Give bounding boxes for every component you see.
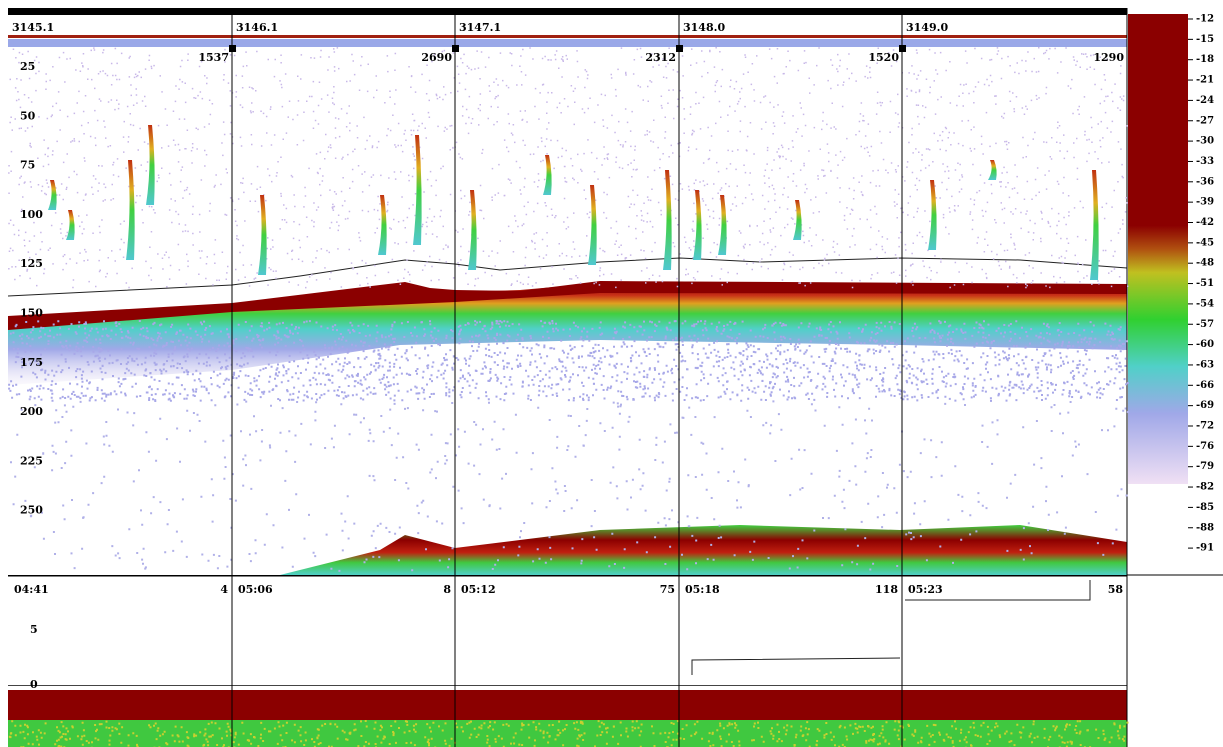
depth-label: 250 bbox=[20, 504, 43, 517]
scale-label: -79 bbox=[1196, 461, 1214, 472]
color-bar bbox=[1128, 14, 1188, 484]
depth-label: 100 bbox=[20, 208, 43, 221]
noise bbox=[8, 47, 1128, 288]
segment-marker bbox=[452, 45, 459, 52]
segment-label: 3148.0 bbox=[683, 21, 725, 34]
depth-label: 150 bbox=[20, 307, 43, 320]
scale-label: -15 bbox=[1196, 34, 1214, 45]
echogram-screen: 3145.1 1537 04:41 4 3146.1 2690 05:06 8 3147.1 23… bbox=[0, 0, 1223, 747]
echogram bbox=[8, 258, 1127, 575]
scale-label: -54 bbox=[1196, 298, 1214, 309]
scale-label: -88 bbox=[1196, 522, 1214, 533]
surface-band bbox=[8, 39, 1127, 47]
scale-label: -45 bbox=[1196, 237, 1214, 248]
segment-count: 2312 bbox=[645, 51, 676, 64]
scale-label: -91 bbox=[1196, 543, 1214, 554]
plume bbox=[258, 195, 267, 275]
scale-label: -21 bbox=[1196, 75, 1214, 86]
segment-label: 3149.0 bbox=[906, 21, 948, 34]
time-count: 8 bbox=[443, 583, 451, 596]
plume bbox=[126, 160, 135, 260]
time-label: 05:12 bbox=[461, 583, 496, 596]
plume bbox=[1090, 170, 1099, 280]
scale-label: -12 bbox=[1196, 14, 1214, 25]
lower-depth-label: 5 bbox=[30, 623, 38, 636]
plume bbox=[146, 125, 155, 205]
scale-label: -57 bbox=[1196, 319, 1214, 330]
deep-layer bbox=[280, 525, 1127, 575]
scale-label: -82 bbox=[1196, 482, 1214, 493]
lower-divider bbox=[8, 685, 1127, 686]
segment-label: 3146.1 bbox=[236, 21, 278, 34]
scale-label: -30 bbox=[1196, 136, 1214, 147]
depth-label: 200 bbox=[20, 405, 43, 418]
scale-label: -63 bbox=[1196, 359, 1214, 370]
time-count: 75 bbox=[660, 583, 675, 596]
segment-marker bbox=[229, 45, 236, 52]
plume bbox=[928, 180, 937, 250]
scale-label: -33 bbox=[1196, 156, 1214, 167]
time-label: 05:23 bbox=[908, 583, 943, 596]
segment-label: 3147.1 bbox=[459, 21, 501, 34]
time-label: 05:18 bbox=[685, 583, 720, 596]
segment-count: 2690 bbox=[421, 51, 452, 64]
scale-label: -85 bbox=[1196, 502, 1214, 513]
scale-label: -76 bbox=[1196, 441, 1214, 452]
plume bbox=[543, 155, 552, 195]
plume bbox=[693, 190, 702, 260]
depth-label: 175 bbox=[20, 356, 43, 369]
lower-depth-label: 0 bbox=[30, 678, 38, 691]
scale-label: -48 bbox=[1196, 258, 1214, 269]
plume bbox=[663, 170, 672, 270]
scale-label: -39 bbox=[1196, 197, 1214, 208]
depth-label: 50 bbox=[20, 109, 36, 122]
scale-label: -66 bbox=[1196, 380, 1214, 391]
plume bbox=[48, 180, 57, 210]
segment-label: 3145.1 bbox=[12, 21, 54, 34]
segment-count: 1537 bbox=[198, 51, 229, 64]
lower-band bbox=[8, 690, 1127, 720]
scale-label: -72 bbox=[1196, 421, 1214, 432]
scale-label: -42 bbox=[1196, 217, 1214, 228]
time-label: 05:06 bbox=[238, 583, 273, 596]
scale-label: -24 bbox=[1196, 95, 1214, 106]
depth-label: 25 bbox=[20, 60, 35, 73]
time-count: 4 bbox=[220, 583, 228, 596]
scale-label: -27 bbox=[1196, 115, 1214, 126]
time-label: 04:41 bbox=[14, 583, 49, 596]
scale-label: -36 bbox=[1196, 176, 1214, 187]
segment-marker bbox=[899, 45, 906, 52]
scale-label: -69 bbox=[1196, 400, 1214, 411]
plume bbox=[793, 200, 802, 240]
depth-label: 125 bbox=[20, 257, 43, 270]
top-bar bbox=[8, 8, 1127, 15]
plume bbox=[988, 160, 997, 180]
panel-divider bbox=[8, 575, 1127, 577]
scale-label: -51 bbox=[1196, 278, 1214, 289]
plume bbox=[413, 135, 422, 245]
depth-label: 225 bbox=[20, 454, 43, 467]
time-count: 118 bbox=[875, 583, 898, 596]
depth-label: 75 bbox=[20, 159, 35, 172]
segment-count: 1290 bbox=[1093, 51, 1124, 64]
segment-count: 1520 bbox=[868, 51, 899, 64]
time-count: 58 bbox=[1108, 583, 1124, 596]
segment-marker bbox=[676, 45, 683, 52]
scale-label: -18 bbox=[1196, 54, 1214, 65]
scale-label: -60 bbox=[1196, 339, 1214, 350]
header-line bbox=[8, 35, 1127, 38]
plume bbox=[588, 185, 597, 265]
plume bbox=[66, 210, 75, 240]
